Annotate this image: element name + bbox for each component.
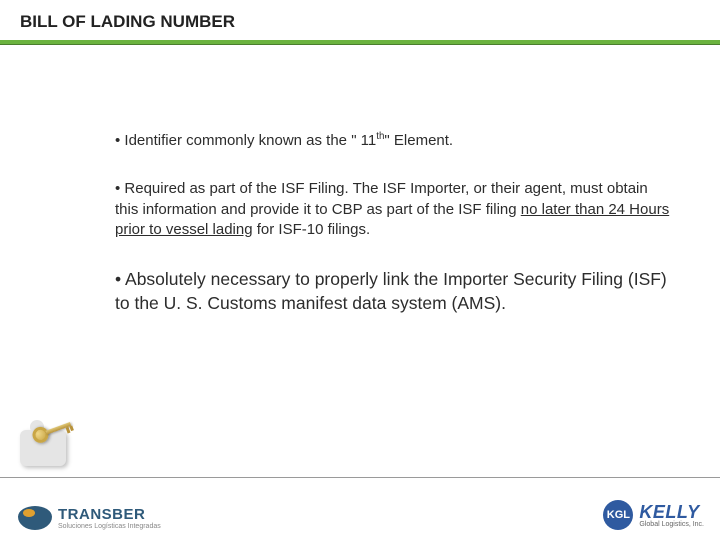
- logo-left-tagline: Soluciones Logísticas Integradas: [58, 523, 161, 530]
- logo-kgl-kelly: KGL KELLY Global Logistics, Inc.: [603, 500, 704, 530]
- slide: BILL OF LADING NUMBER • Identifier commo…: [0, 0, 720, 540]
- footer-rule: [0, 477, 720, 478]
- slide-title: BILL OF LADING NUMBER: [20, 12, 235, 32]
- bullet-1-text-post: " Element.: [384, 132, 453, 149]
- logo-right-brand: KELLY: [639, 503, 704, 521]
- key-icon: [28, 409, 80, 452]
- bullet-1: • Identifier commonly known as the " 11t…: [115, 130, 675, 151]
- kgl-badge-icon: KGL: [603, 500, 633, 530]
- body-text: • Identifier commonly known as the " 11t…: [115, 130, 675, 315]
- logo-right-tagline: Global Logistics, Inc.: [639, 521, 704, 528]
- logo-left-brand: TRANSBER: [58, 506, 161, 523]
- globe-icon: [18, 506, 52, 530]
- bullet-2: • Required as part of the ISF Filing. Th…: [115, 179, 675, 240]
- title-underline-shadow: [0, 44, 720, 45]
- bullet-1-text-pre: • Identifier commonly known as the " 11: [115, 132, 376, 149]
- logo-transber: TRANSBER Soluciones Logísticas Integrada…: [18, 506, 161, 530]
- bullet-2-text-post: for ISF-10 filings.: [253, 221, 371, 238]
- key-puzzle-graphic: [20, 410, 80, 466]
- bullet-3: • Absolutely necessary to properly link …: [115, 268, 675, 315]
